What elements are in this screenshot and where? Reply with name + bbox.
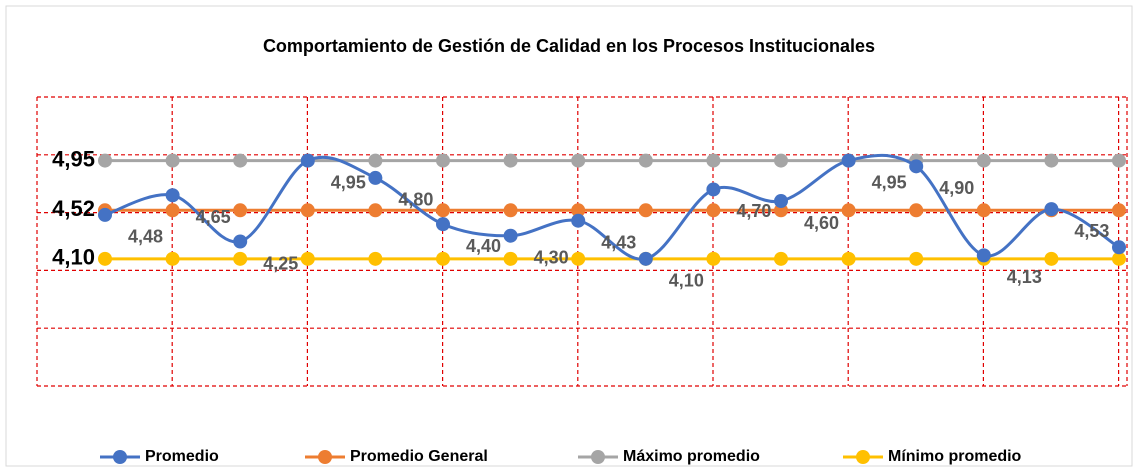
- data-point: [368, 251, 383, 266]
- data-point: [368, 170, 383, 185]
- data-point: [233, 234, 248, 249]
- legend-label: Mínimo promedio: [888, 448, 1022, 465]
- data-label: 4,30: [534, 247, 569, 267]
- data-point: [571, 251, 586, 266]
- data-point: [165, 203, 180, 218]
- legend-label: Promedio: [145, 448, 219, 465]
- data-label: 4,48: [128, 227, 163, 247]
- data-point: [1044, 251, 1059, 266]
- data-point: [909, 159, 924, 174]
- data-label: 4,53: [1074, 221, 1109, 241]
- data-point: [436, 251, 450, 266]
- data-point: [909, 251, 924, 266]
- data-label: 4,40: [466, 236, 501, 256]
- data-point: [976, 153, 991, 168]
- data-point: [571, 203, 586, 218]
- data-point: [503, 203, 518, 218]
- data-label: 4,95: [331, 172, 366, 192]
- data-label: 4,10: [52, 245, 95, 270]
- data-point: [368, 203, 383, 218]
- data-point: [300, 203, 315, 218]
- data-point: [233, 203, 248, 218]
- data-point: [165, 153, 180, 168]
- data-point: [98, 153, 112, 168]
- data-point: [1044, 202, 1059, 217]
- data-point: [1112, 153, 1126, 168]
- data-point: [1112, 240, 1126, 255]
- legend-label: Máximo promedio: [623, 448, 760, 465]
- data-point: [300, 153, 315, 168]
- data-label: 4,70: [736, 201, 771, 221]
- chart-title: Comportamiento de Gestión de Calidad en …: [263, 36, 875, 56]
- data-point: [503, 251, 518, 266]
- data-point: [233, 251, 248, 266]
- data-point: [503, 228, 518, 243]
- data-point: [1112, 251, 1126, 266]
- data-point: [638, 153, 653, 168]
- data-label: 4,90: [939, 178, 974, 198]
- data-point: [233, 153, 248, 168]
- data-point: [841, 203, 856, 218]
- data-point: [841, 251, 856, 266]
- data-point: [503, 153, 518, 168]
- data-point: [774, 251, 788, 266]
- legend-marker: [591, 450, 605, 464]
- data-point: [1044, 153, 1059, 168]
- data-label: 4,25: [263, 253, 298, 273]
- legend-marker: [113, 450, 127, 464]
- data-label: 4,10: [669, 271, 704, 291]
- data-point: [638, 203, 653, 218]
- data-point: [1112, 203, 1126, 218]
- data-point: [706, 182, 721, 197]
- data-label: 4,65: [196, 207, 231, 227]
- data-point: [571, 213, 586, 228]
- data-point: [976, 203, 991, 218]
- data-point: [165, 251, 180, 266]
- legend-label: Promedio General: [350, 448, 488, 465]
- data-point: [706, 203, 721, 218]
- data-point: [300, 251, 315, 266]
- data-point: [368, 153, 383, 168]
- data-point: [774, 194, 788, 209]
- legend-marker: [856, 450, 870, 464]
- data-point: [98, 251, 112, 266]
- chart-border: [5, 5, 1133, 467]
- data-point: [571, 153, 586, 168]
- data-point: [841, 153, 856, 168]
- data-label: 4,95: [872, 172, 907, 192]
- data-point: [638, 251, 653, 266]
- data-point: [706, 251, 721, 266]
- data-label: 4,52: [52, 196, 95, 221]
- data-label: 4,60: [804, 213, 839, 233]
- data-label: 4,80: [398, 190, 433, 210]
- data-label: 4,95: [52, 146, 95, 171]
- data-point: [436, 153, 450, 168]
- data-point: [98, 207, 112, 222]
- data-point: [909, 203, 924, 218]
- series-line: [104, 153, 1120, 261]
- data-label: 4,43: [601, 232, 636, 252]
- data-label: 4,13: [1007, 267, 1042, 287]
- data-point: [774, 153, 788, 168]
- legend-marker: [318, 450, 332, 464]
- data-point: [165, 188, 180, 203]
- data-point: [976, 248, 991, 263]
- data-point: [436, 217, 450, 232]
- data-point: [436, 203, 450, 218]
- data-point: [706, 153, 721, 168]
